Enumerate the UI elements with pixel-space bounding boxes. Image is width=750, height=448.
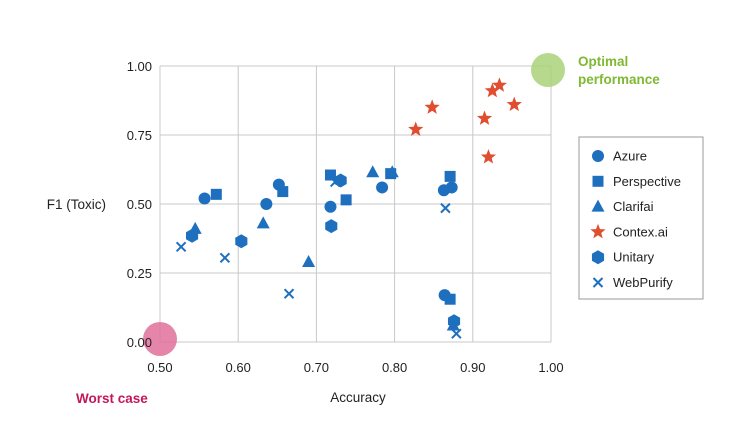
y-axis-title: F1 (Toxic): [47, 197, 106, 212]
x-tick-label: 1.00: [538, 360, 563, 375]
optimal-performance-marker: [531, 53, 565, 87]
legend-label-azure: Azure: [613, 149, 647, 164]
point-clarifai: [366, 165, 380, 178]
point-perspective: [210, 188, 222, 200]
optimal-label-line1: Optimal: [578, 54, 628, 69]
legend-marker-azure: [592, 150, 604, 162]
point-unitary: [325, 219, 338, 234]
point-azure: [324, 200, 337, 213]
legend-marker-perspective: [592, 175, 604, 187]
y-tick-label: 0.00: [127, 335, 152, 350]
legend-label-perspective: Perspective: [613, 174, 681, 189]
legend-box: [578, 136, 704, 300]
point-perspective: [277, 186, 289, 198]
x-tick-label: 0.50: [147, 360, 172, 375]
legend-label-clarifai: Clarifai: [613, 199, 654, 214]
point-clarifai: [302, 254, 316, 267]
x-tick-label: 0.80: [382, 360, 407, 375]
legend-marker-clarifai: [591, 199, 605, 212]
y-tick-label: 1.00: [127, 59, 152, 74]
legend-label-webpurify: WebPurify: [613, 275, 673, 290]
point-contex-ai: [484, 82, 500, 98]
point-perspective: [340, 194, 352, 206]
point-azure: [376, 181, 389, 194]
y-tick-label: 0.50: [127, 197, 152, 212]
point-webpurify: [219, 252, 231, 264]
point-perspective: [324, 169, 336, 181]
legend-marker-contex-ai: [590, 223, 606, 239]
x-tick-label: 0.90: [460, 360, 485, 375]
point-contex-ai: [480, 149, 497, 164]
point-contex-ai: [476, 110, 493, 125]
point-contex-ai: [491, 77, 507, 92]
point-webpurify: [440, 202, 451, 214]
worst-case-marker: [143, 322, 177, 356]
annotation-markers: [143, 53, 565, 356]
point-webpurify: [329, 176, 341, 188]
point-contex-ai: [408, 121, 424, 136]
point-clarifai: [256, 216, 270, 229]
point-contex-ai: [506, 96, 522, 112]
point-contex-ai: [424, 99, 440, 114]
data-points: [175, 77, 522, 339]
point-perspective: [444, 293, 456, 305]
x-tick-label: 0.70: [304, 360, 329, 375]
plot-grid: [159, 65, 552, 343]
point-webpurify: [175, 241, 187, 252]
point-perspective: [444, 170, 456, 182]
legend-label-contex-ai: Contex.ai: [613, 224, 668, 239]
y-tick-label: 0.25: [127, 266, 152, 281]
legend-marker-webpurify: [592, 277, 604, 288]
point-azure: [445, 181, 458, 194]
point-webpurify: [451, 328, 462, 339]
optimal-label-line2: performance: [578, 72, 660, 87]
point-azure: [198, 192, 211, 205]
tick-labels: 0.50 0.60 0.70 0.80 0.90 1.00 0.00 0.25 0.50 0.75…: [127, 59, 564, 375]
point-unitary: [235, 234, 248, 249]
point-unitary: [447, 314, 461, 329]
y-tick-label: 0.75: [127, 128, 152, 143]
legend-label-unitary: Unitary: [613, 250, 655, 265]
point-clarifai: [385, 165, 399, 178]
legend-marker-unitary: [591, 250, 605, 265]
x-tick-label: 0.60: [226, 360, 251, 375]
point-unitary: [186, 228, 199, 243]
point-azure: [260, 198, 273, 210]
x-axis-title: Accuracy: [330, 390, 386, 405]
point-webpurify: [283, 288, 295, 299]
worst-case-label: Worst case: [76, 391, 148, 406]
legend: Azure Perspective Clarifai Contex.ai Unitary…: [578, 136, 704, 300]
